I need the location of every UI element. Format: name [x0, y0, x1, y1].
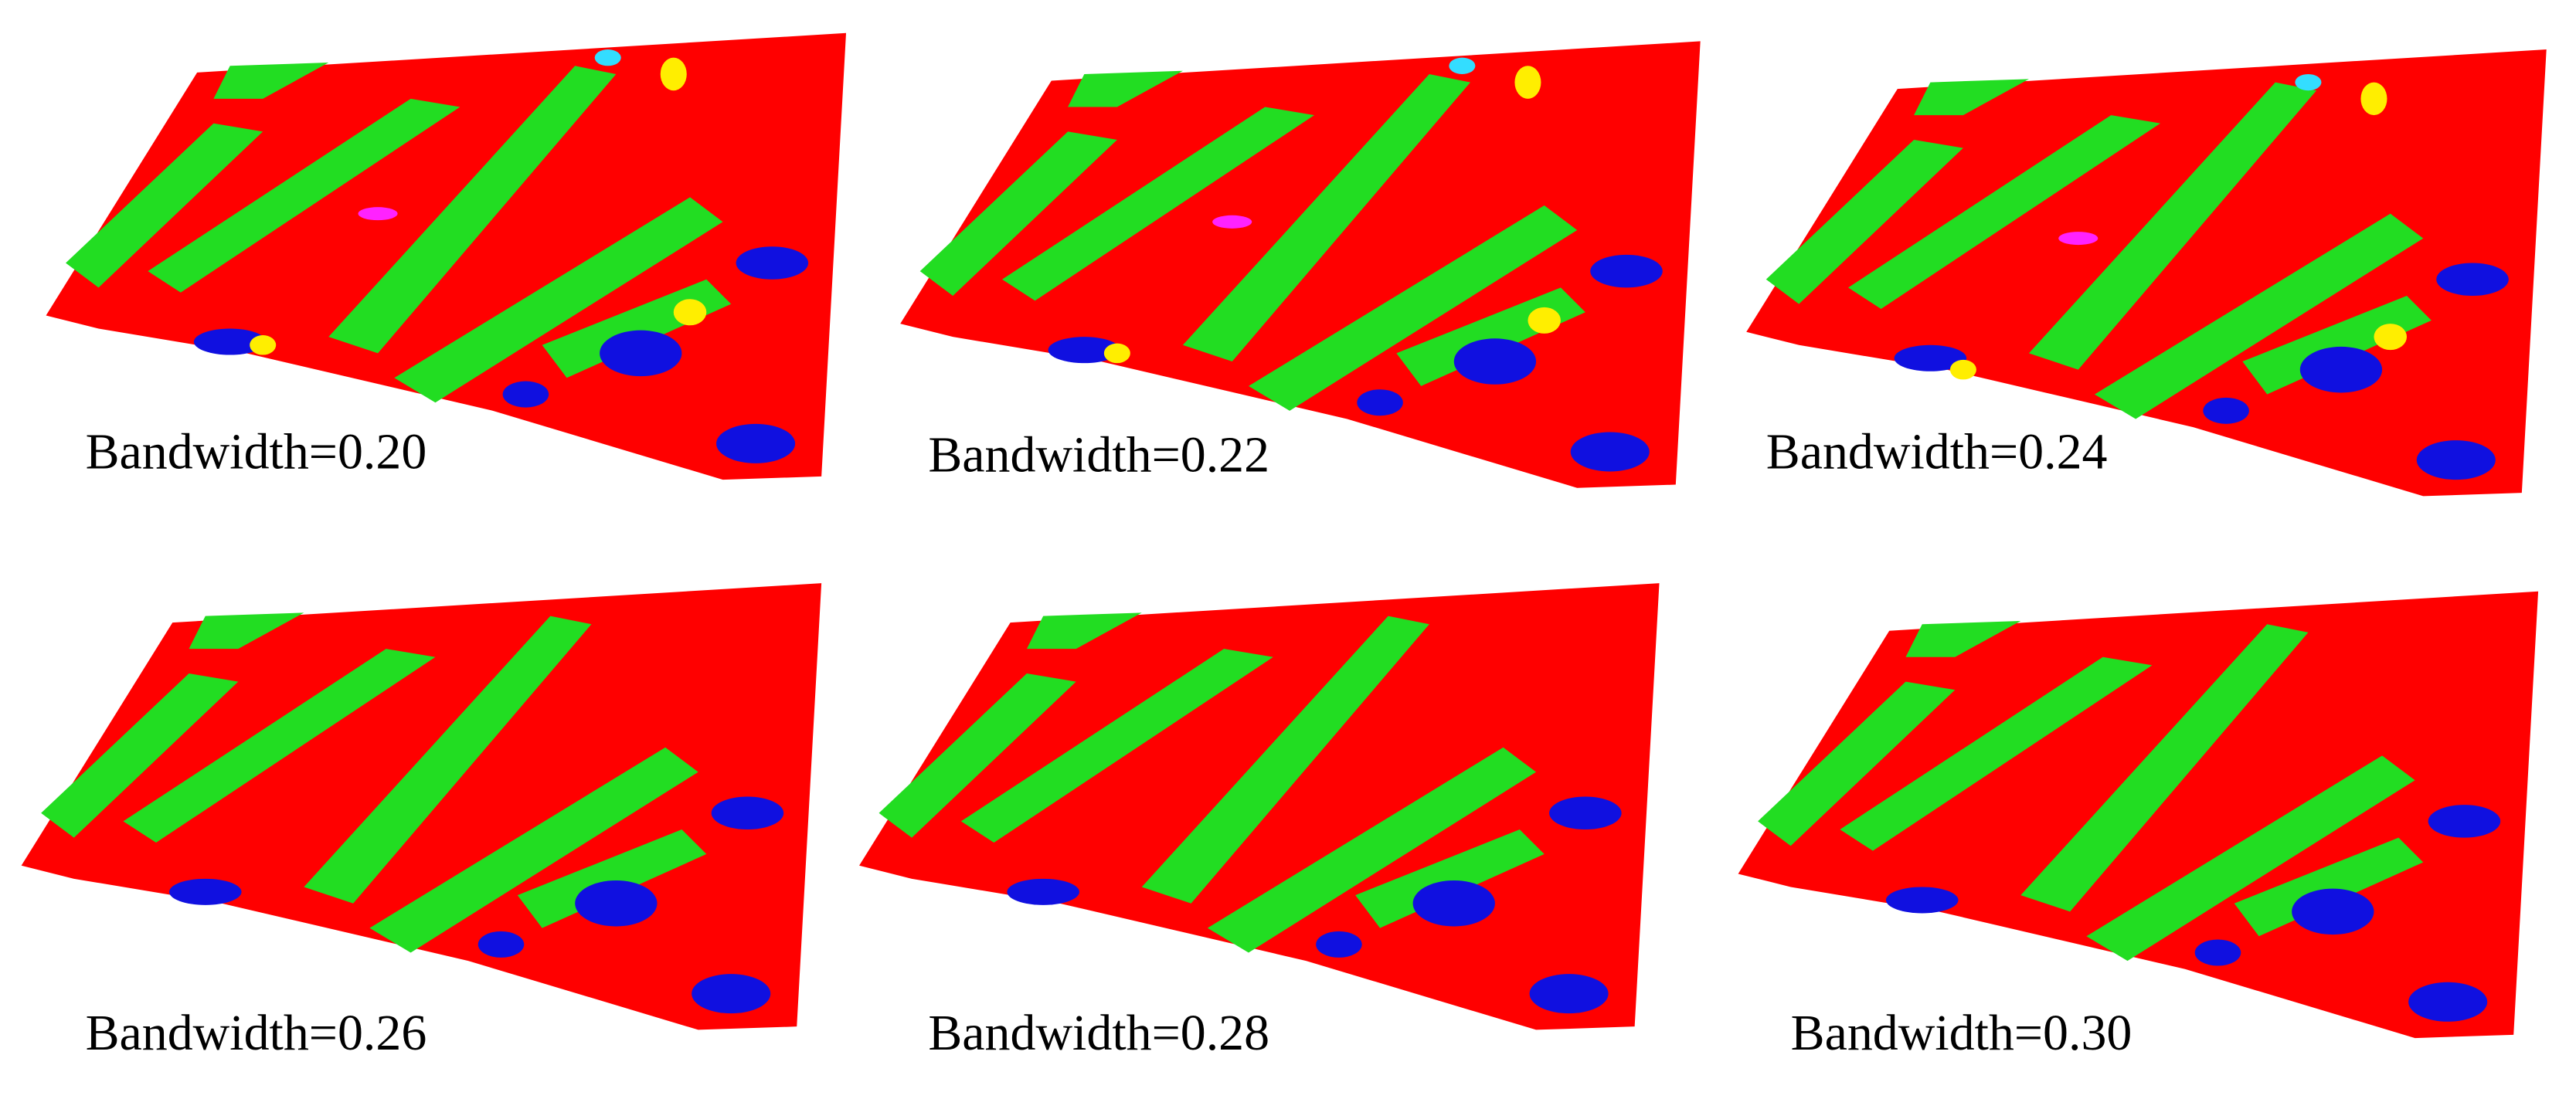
- panel-image: [46, 32, 847, 480]
- panel-label: Bandwidth=0.22: [928, 427, 1269, 483]
- panel-image: [1738, 591, 2539, 1039]
- panel-label: Bandwidth=0.20: [86, 423, 427, 480]
- panel-label: Bandwidth=0.26: [86, 1005, 427, 1061]
- panel-label: Bandwidth=0.28: [928, 1005, 1269, 1061]
- panel-image: [900, 41, 1701, 488]
- panel-image: [859, 583, 1660, 1030]
- panel-image: [21, 583, 822, 1030]
- panel-label: Bandwidth=0.30: [1791, 1005, 2133, 1061]
- panel-label: Bandwidth=0.24: [1766, 423, 2108, 480]
